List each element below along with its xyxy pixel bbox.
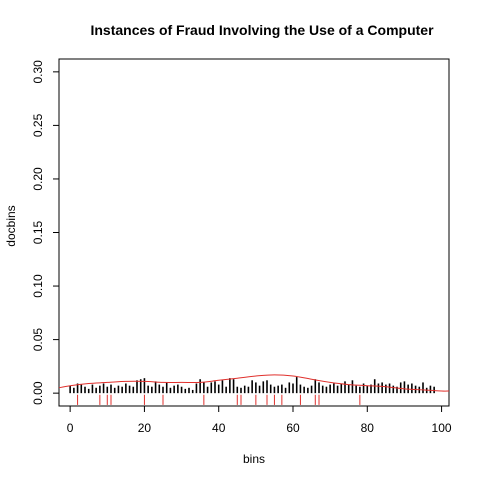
x-tick-label: 40: [212, 421, 226, 435]
x-tick-label: 80: [361, 421, 375, 435]
y-tick-label: 0.15: [31, 220, 45, 244]
chart-title: Instances of Fraud Involving the Use of …: [90, 22, 434, 38]
y-tick-label: 0.25: [31, 113, 45, 137]
x-axis-label: bins: [243, 452, 265, 466]
x-tick-label: 100: [432, 421, 452, 435]
plot-frame: [58, 58, 450, 407]
y-axis-label: docbins: [4, 205, 18, 246]
x-tick-label: 60: [286, 421, 300, 435]
y-tick-label: 0.20: [31, 167, 45, 191]
x-tick-label: 20: [138, 421, 152, 435]
plot-area: 0 20 40 60 80 100 0.00 0.05 0.10 0.15 0.20 0.25 0.30: [31, 58, 452, 435]
y-tick-label: 0.10: [31, 274, 45, 298]
x-tick-label: 0: [67, 421, 74, 435]
density-curve: [58, 374, 450, 392]
y-tick-label: 0.30: [31, 60, 45, 84]
y-tick-label: 0.05: [31, 328, 45, 352]
y-tick-label: 0.00: [31, 381, 45, 405]
